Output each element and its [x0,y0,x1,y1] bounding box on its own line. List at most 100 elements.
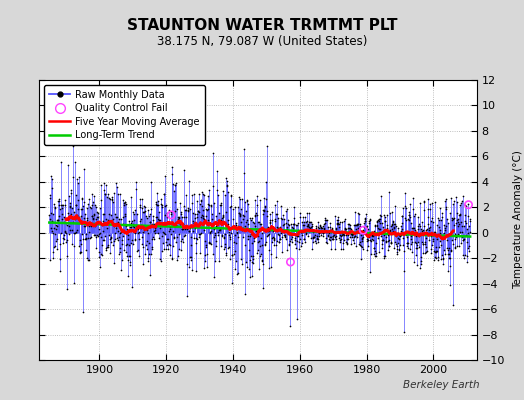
Point [335,224,343,230]
Point [235,210,243,217]
Point [329,233,337,239]
Point [334,214,342,220]
Point [134,247,143,254]
Point [54,217,62,224]
Point [430,248,438,254]
Point [301,239,310,245]
Point [114,191,122,198]
Point [72,201,80,208]
Point [466,218,474,224]
Point [417,260,425,267]
Point [313,224,322,230]
Point [226,204,234,210]
Point [434,215,443,222]
Point [162,246,170,252]
Point [410,213,419,219]
Point [376,220,385,226]
Point [445,255,454,262]
Point [397,232,405,238]
Point [341,216,350,222]
Point [280,228,288,234]
Point [346,229,355,235]
Point [236,206,245,212]
Point [56,268,64,274]
Point [432,248,441,254]
Point [303,222,312,229]
Point [88,202,96,208]
Point [60,219,68,225]
Point [365,231,373,237]
Point [60,232,68,238]
Point [306,224,314,231]
Point [333,219,341,226]
Point [343,236,352,242]
Point [211,258,219,264]
Point [322,235,330,241]
Point [281,234,289,240]
Point [185,228,193,234]
Point [219,214,227,220]
Point [157,196,165,202]
Point [368,233,377,240]
Point [103,191,112,197]
Point [403,234,412,240]
Point [243,198,252,205]
Point [266,211,274,217]
Point [245,274,254,280]
Point [248,240,257,246]
Point [202,242,210,248]
Point [54,217,62,223]
Point [449,201,457,207]
Point [73,212,82,219]
Point [357,238,366,245]
Point [110,260,118,266]
Point [315,224,323,231]
Point [390,202,399,209]
Point [287,231,295,238]
Point [433,256,442,263]
Point [169,243,177,249]
Point [104,241,112,248]
Point [416,264,424,271]
Point [99,218,107,224]
Point [225,232,233,238]
Point [151,227,159,233]
Point [257,251,266,257]
Point [136,196,144,202]
Point [456,212,465,218]
Point [408,224,416,231]
Point [440,247,448,254]
Point [92,216,100,222]
Point [303,222,311,229]
Point [113,214,121,220]
Point [369,236,377,243]
Point [86,220,94,227]
Text: Berkeley Earth: Berkeley Earth [403,380,479,390]
Point [409,194,417,201]
Point [112,214,120,220]
Point [419,197,428,204]
Point [274,224,282,231]
Point [358,244,366,250]
Point [146,219,154,225]
Point [338,230,346,236]
Point [451,245,460,251]
Point [239,146,248,152]
Point [203,263,211,270]
Point [163,236,171,242]
Point [404,216,412,222]
Point [377,220,386,227]
Point [166,225,174,232]
Point [61,197,69,204]
Point [50,231,59,237]
Point [317,229,325,235]
Point [346,222,354,228]
Point [218,214,226,221]
Point [215,227,224,233]
Point [400,248,408,254]
Point [326,236,334,243]
Point [406,200,414,207]
Point [340,232,348,238]
Point [314,233,323,239]
Point [338,219,346,226]
